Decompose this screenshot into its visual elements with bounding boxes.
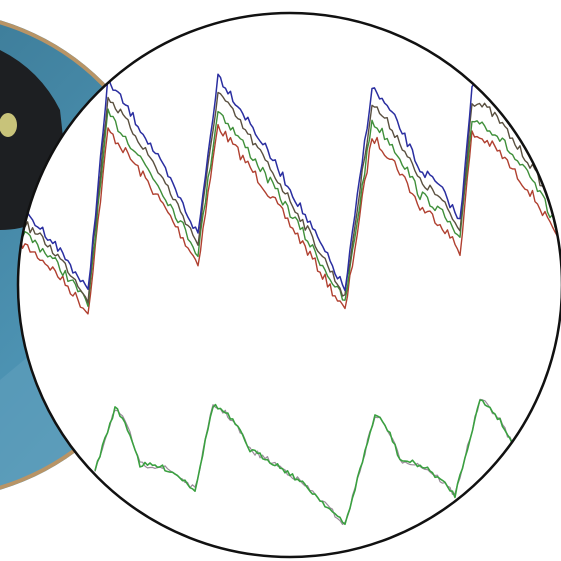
page: (() => { const svg = document.getElement… xyxy=(0,0,561,561)
scene xyxy=(0,0,561,561)
